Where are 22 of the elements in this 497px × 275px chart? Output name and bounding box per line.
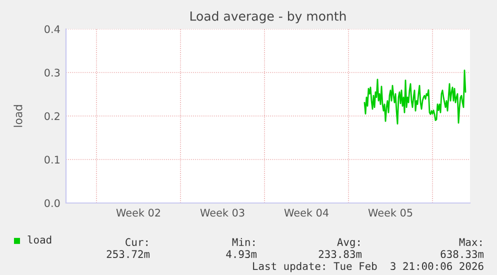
y-axis-title: load	[14, 105, 22, 127]
y-tick-label: 0.3	[44, 68, 60, 77]
y-tick-label: 0.1	[44, 156, 60, 164]
y-tick-label: 0.0	[44, 199, 60, 208]
x-tick-label: Week 05	[368, 208, 412, 217]
legend-label: load	[28, 236, 52, 244]
text: 638.33m	[440, 250, 484, 258]
text: 233.83m	[318, 250, 362, 258]
text: 253.72m	[106, 250, 150, 258]
text: Last update: Tue Feb 3 21:00:06 2026	[253, 262, 484, 272]
text: Min:	[232, 238, 254, 246]
y-tick-label: 0.4	[44, 25, 60, 34]
line-series	[364, 70, 466, 125]
text: Cur:	[126, 238, 148, 246]
x-tick-label: Week 04	[284, 208, 328, 217]
text: Avg:	[337, 238, 360, 248]
x-tick-label: Week 03	[200, 208, 244, 217]
y-tick-label: 0.2	[44, 112, 60, 120]
text: 4.93m	[226, 250, 257, 258]
text: Max:	[459, 238, 482, 246]
x-tick-label: Week 02	[116, 208, 160, 217]
chart-title: Load average - by month	[190, 11, 346, 24]
